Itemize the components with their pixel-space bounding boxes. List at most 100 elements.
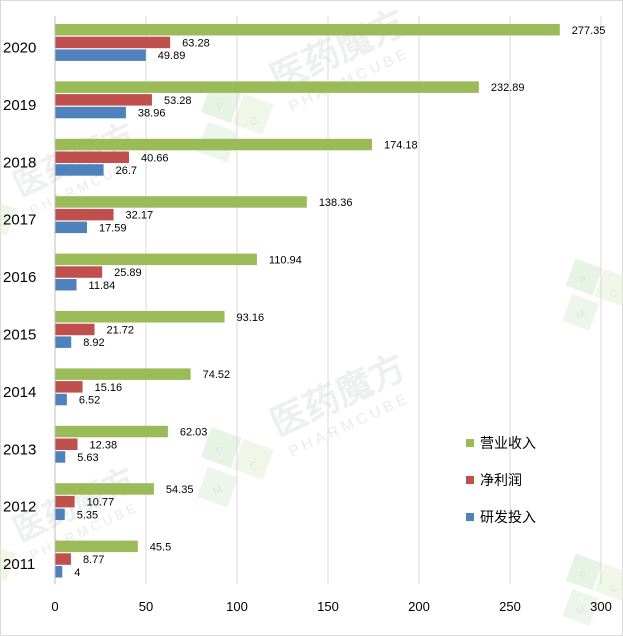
watermark-letter: C	[0, 216, 8, 231]
bar	[55, 381, 83, 393]
legend-entry: 研发投入	[480, 510, 536, 526]
data-label: 17.59	[99, 222, 127, 234]
data-label: 6.52	[79, 395, 100, 407]
watermark-shape	[232, 93, 274, 135]
bar	[55, 49, 146, 61]
legend-entry: 营业收入	[480, 436, 536, 452]
watermark-letter: M	[575, 307, 590, 322]
bar	[55, 438, 78, 450]
x-tick-label: 300	[590, 599, 612, 614]
watermark-letter: C	[248, 458, 264, 474]
bar	[55, 253, 257, 266]
y-category-label: 2017	[3, 212, 36, 229]
bar	[55, 508, 65, 521]
bar	[55, 425, 168, 438]
x-tick-label: 50	[139, 599, 153, 614]
data-label: 4	[74, 567, 80, 579]
bar	[55, 393, 67, 406]
bar	[55, 323, 95, 336]
watermark-letter: P	[215, 443, 230, 459]
watermark-group: P M C	[562, 258, 623, 331]
data-label: 26.7	[116, 165, 137, 177]
data-label: 32.17	[126, 210, 154, 222]
data-label: 93.16	[237, 312, 265, 324]
legend-swatch	[466, 513, 474, 521]
bar	[55, 221, 88, 234]
data-label: 40.66	[141, 152, 169, 164]
bar	[55, 36, 171, 49]
data-label: 110.94	[269, 254, 302, 266]
bar	[55, 540, 138, 553]
bar	[55, 483, 154, 495]
watermark-shape	[232, 438, 274, 480]
watermark-letter: C	[0, 561, 8, 576]
bars	[55, 24, 560, 578]
data-label: 138.36	[319, 197, 353, 209]
bar	[55, 196, 307, 208]
data-label: 45.5	[150, 541, 171, 553]
y-category-label: 2011	[3, 556, 35, 573]
data-label: 8.77	[83, 554, 104, 566]
legend-swatch	[466, 439, 474, 447]
watermark-letter: C	[608, 581, 622, 596]
watermark-shape	[0, 543, 17, 581]
bar	[55, 311, 225, 323]
bar	[55, 208, 114, 221]
watermark-shape	[196, 466, 239, 508]
bar	[55, 553, 71, 565]
data-label: 54.35	[166, 484, 194, 496]
data-label: 8.92	[83, 337, 104, 349]
legend-swatch	[466, 476, 474, 484]
watermark-group: P M C	[562, 553, 623, 626]
x-tick-label: 250	[499, 599, 521, 614]
x-tick-label: 150	[317, 599, 339, 614]
watermark-shape	[594, 268, 623, 306]
data-label: 11.84	[89, 280, 116, 292]
bar	[55, 495, 75, 508]
x-tick-label: 100	[226, 599, 248, 614]
y-category-label: 2015	[3, 326, 36, 343]
y-category-label: 2018	[3, 154, 36, 171]
y-category-label: 2020	[3, 39, 36, 56]
y-category-label: 2019	[3, 97, 36, 114]
watermark-shape	[200, 427, 242, 469]
data-label: 232.89	[491, 82, 525, 94]
bar	[55, 81, 479, 93]
data-label: 49.89	[158, 50, 186, 62]
bar	[55, 279, 77, 291]
bar	[55, 24, 560, 36]
bar	[55, 94, 152, 106]
watermark-shape	[565, 258, 603, 296]
data-label: 10.77	[87, 497, 115, 509]
watermark-letter: M	[575, 602, 590, 617]
watermark-shape	[0, 198, 17, 236]
watermark-letter: M	[211, 481, 228, 497]
data-label: 15.16	[95, 382, 123, 394]
data-label: 63.28	[182, 37, 210, 49]
data-label: 53.28	[164, 95, 192, 107]
watermark-shape	[594, 563, 623, 601]
y-category-label: 2013	[3, 441, 36, 458]
bar	[55, 106, 126, 119]
data-label: 5.63	[77, 452, 98, 464]
bar	[55, 368, 191, 380]
bar	[55, 138, 373, 151]
data-label: 21.72	[107, 324, 135, 336]
legend-entry: 净利润	[480, 473, 522, 489]
data-label: 277.35	[572, 25, 606, 37]
x-tick-label: 0	[51, 599, 58, 614]
data-label: 62.03	[180, 427, 208, 439]
data-label: 25.89	[114, 267, 142, 279]
watermark-letter: C	[248, 113, 264, 129]
data-label: 38.96	[138, 108, 166, 120]
axes: 0 50 100 150 200 250 300 2020 2019 2018 2017 2016 20…	[3, 16, 612, 614]
data-label: 174.18	[384, 140, 418, 152]
bar	[55, 151, 130, 163]
watermark-letter: P	[215, 98, 230, 114]
bar	[55, 566, 63, 578]
y-category-label: 2014	[3, 384, 36, 401]
